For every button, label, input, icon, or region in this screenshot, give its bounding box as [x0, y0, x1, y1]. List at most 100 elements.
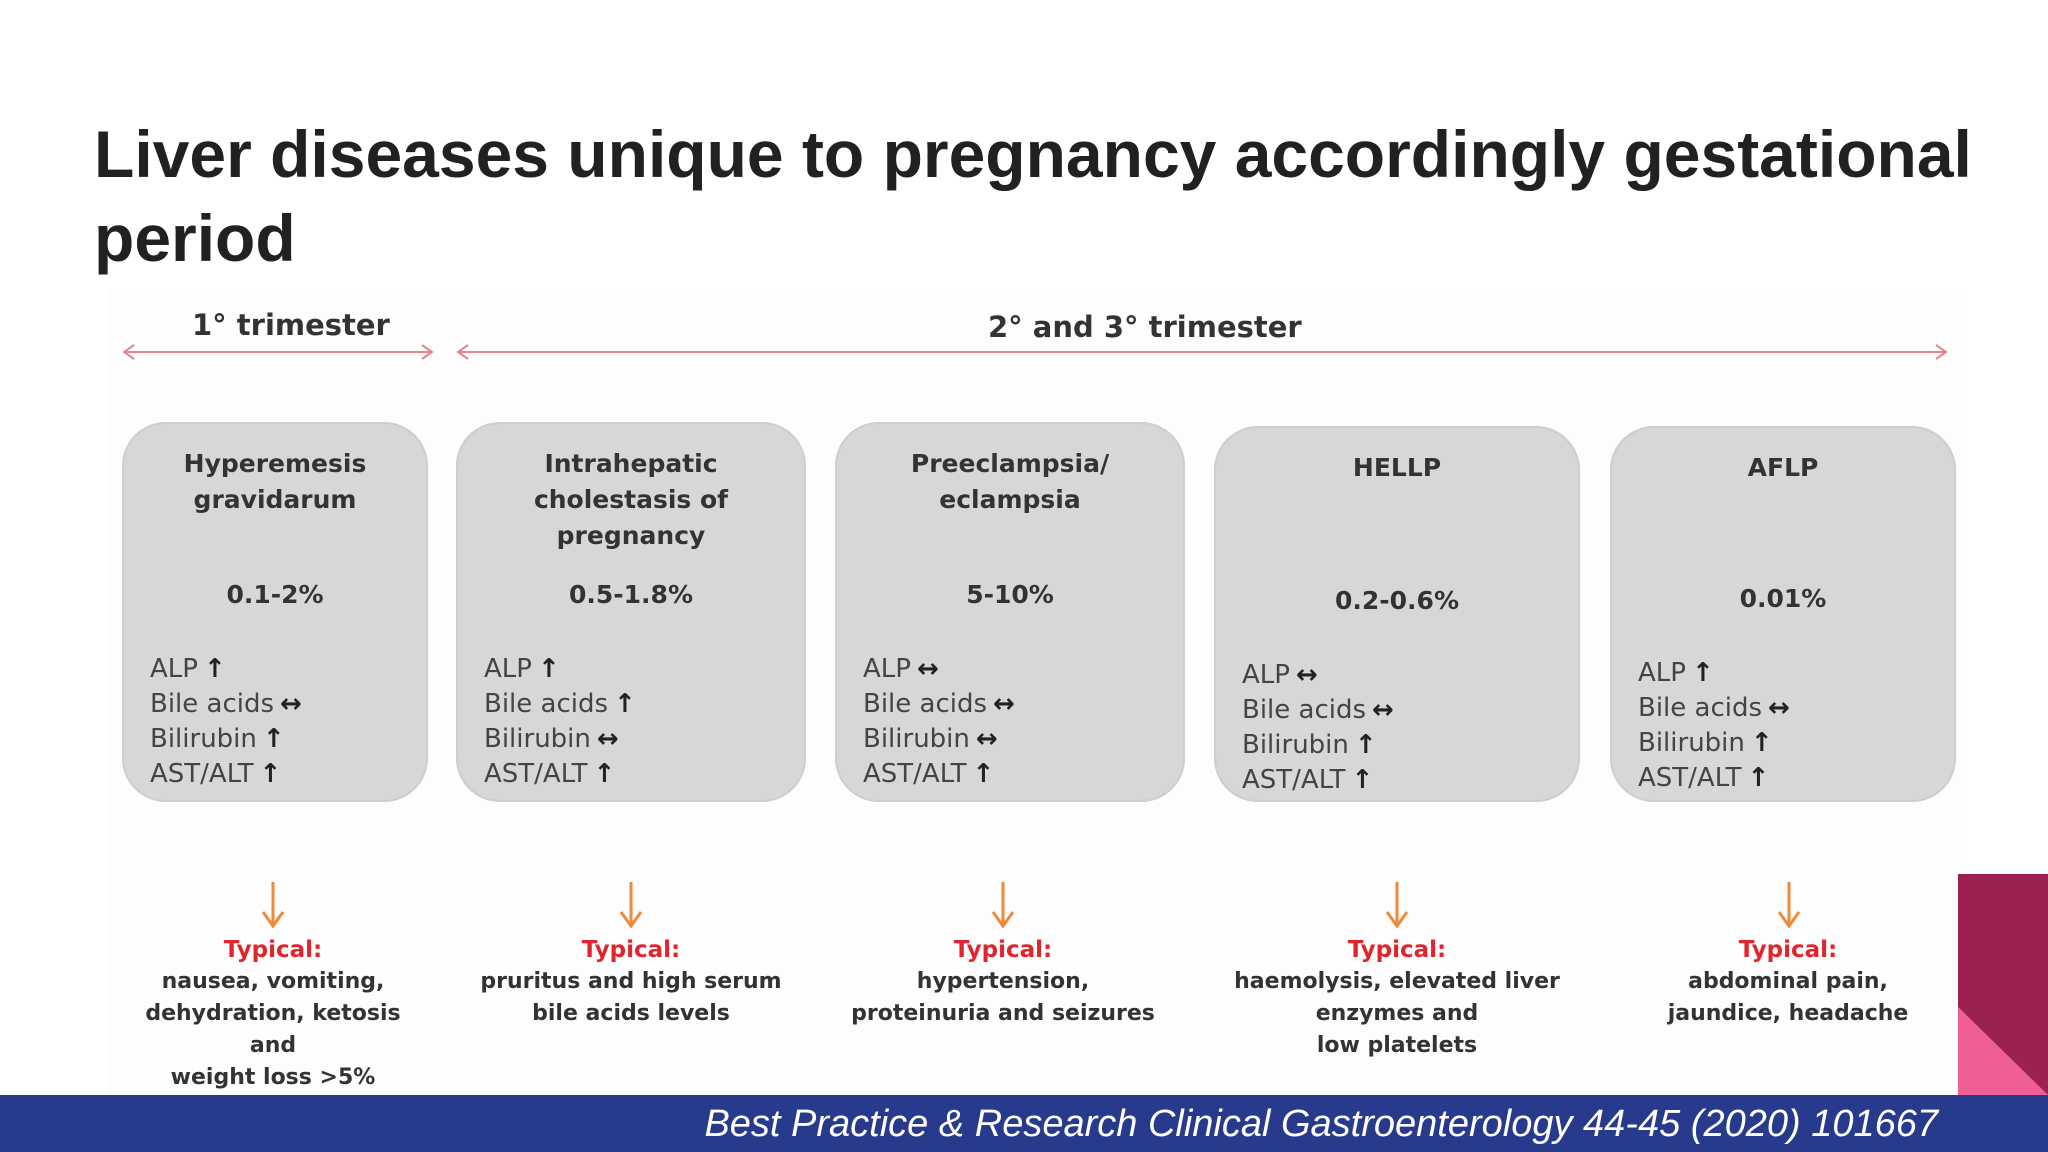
down-arrow-icon [1385, 882, 1409, 929]
card-name: AFLP [1747, 453, 1819, 482]
lab-arrow-icon: ↔ [993, 689, 1015, 719]
card-percent: 0.5-1.8% [569, 580, 693, 609]
lab-label: Bilirubin [484, 724, 591, 754]
lab-row: ALP ↑ [1638, 656, 1790, 691]
typical-text: pruritus and high serum bile acids level… [480, 969, 782, 1026]
second-third-trimester-arrow [456, 344, 1948, 360]
corner-decoration [1958, 874, 2048, 1095]
lab-label: ALP [484, 654, 532, 684]
lab-arrow-icon: ↑ [259, 759, 282, 789]
card-hellp: HELLP 0.2-0.6% ALP ↔ Bile acids ↔ Bilirubi… [1214, 426, 1580, 802]
lab-row: Bilirubin ↔ [484, 722, 636, 757]
typical-text: haemolysis, elevated liver enzymes and l… [1234, 969, 1560, 1058]
down-arrow-icon [619, 882, 643, 929]
lab-label: Bile acids [1242, 695, 1367, 725]
lab-row: ALP ↔ [1242, 658, 1394, 693]
lab-label: Bilirubin [863, 724, 970, 754]
lab-arrow-icon: ↑ [593, 759, 616, 789]
typical-label: Typical: [1347, 937, 1447, 963]
lab-arrow-icon: ↑ [1351, 765, 1374, 795]
card-labs: ALP ↔ Bile acids ↔ Bilirubin ↑ AST/ALT ↑ [1242, 658, 1394, 798]
lab-row: AST/ALT ↑ [863, 757, 1015, 792]
typical-text: abdominal pain, jaundice, headache [1667, 969, 1909, 1026]
lab-arrow-icon: ↔ [1768, 693, 1790, 723]
lab-label: Bile acids [484, 689, 609, 719]
lab-arrow-icon: ↑ [262, 724, 285, 754]
lab-label: ALP [1638, 658, 1686, 688]
lab-label: AST/ALT [484, 759, 588, 789]
slide-title: Liver diseases unique to pregnancy accor… [94, 117, 1972, 275]
lab-label: Bile acids [863, 689, 988, 719]
typical-preeclampsia: Typical: hypertension, proteinuria and s… [838, 934, 1168, 1030]
diagram-figure: 1° trimester 2° and 3° trimester Hyperem… [108, 290, 1968, 1095]
typical-hyperemesis: Typical: nausea, vomiting, dehydration, … [128, 934, 418, 1094]
card-labs: ALP ↑ Bile acids ↔ Bilirubin ↑ AST/ALT ↑ [1638, 656, 1790, 796]
card-percent: 5-10% [966, 580, 1054, 609]
lab-label: Bile acids [1638, 693, 1763, 723]
card-name: Preeclampsia/ eclampsia [910, 449, 1110, 514]
lab-label: ALP [1242, 660, 1290, 690]
card-name: HELLP [1352, 453, 1442, 482]
card-intrahepatic-cholestasis: Intrahepatic cholestasis of pregnancy 0.… [456, 422, 806, 802]
second-third-trimester-label: 2° and 3° trimester [988, 310, 1302, 344]
lab-arrow-icon: ↔ [1372, 695, 1394, 725]
typical-hellp: Typical: haemolysis, elevated liver enzy… [1222, 934, 1572, 1062]
typical-text: nausea, vomiting, dehydration, ketosis a… [145, 969, 401, 1090]
card-name: Intrahepatic cholestasis of pregnancy [533, 449, 729, 550]
typical-label: Typical: [953, 937, 1053, 963]
lab-label: Bilirubin [1242, 730, 1349, 760]
lab-arrow-icon: ↔ [1295, 660, 1318, 690]
lab-label: ALP [863, 654, 911, 684]
lab-row: ALP ↔ [863, 652, 1015, 687]
lab-row: Bilirubin ↑ [1242, 728, 1394, 763]
lab-label: AST/ALT [150, 759, 254, 789]
lab-row: Bile acids ↑ [484, 687, 636, 722]
lab-label: AST/ALT [1638, 763, 1742, 793]
down-arrow-icon [261, 882, 285, 929]
first-trimester-label: 1° trimester [192, 308, 390, 342]
typical-cholestasis: Typical: pruritus and high serum bile ac… [466, 934, 796, 1030]
typical-text: hypertension, proteinuria and seizures [851, 969, 1155, 1026]
lab-row: AST/ALT ↑ [150, 757, 302, 792]
down-arrow-icon [991, 882, 1015, 929]
lab-arrow-icon: ↑ [972, 759, 995, 789]
typical-label: Typical: [1738, 937, 1838, 963]
lab-arrow-icon: ↑ [614, 689, 636, 719]
first-trimester-arrow [122, 344, 434, 360]
lab-row: Bile acids ↔ [1242, 693, 1394, 728]
down-arrow-icon [1777, 882, 1801, 929]
lab-label: Bile acids [150, 689, 275, 719]
lab-arrow-icon: ↔ [975, 724, 998, 754]
lab-row: Bile acids ↔ [863, 687, 1015, 722]
typical-label: Typical: [581, 937, 681, 963]
lab-row: Bile acids ↔ [150, 687, 302, 722]
card-labs: ALP ↑ Bile acids ↑ Bilirubin ↔ AST/ALT ↑ [484, 652, 636, 792]
card-percent: 0.01% [1739, 584, 1827, 613]
card-hyperemesis-gravidarum: Hyperemesis gravidarum 0.1-2% ALP ↑ Bile … [122, 422, 428, 802]
lab-arrow-icon: ↑ [1750, 728, 1773, 758]
lab-label: AST/ALT [1242, 765, 1346, 795]
lab-arrow-icon: ↑ [537, 654, 560, 684]
card-labs: ALP ↑ Bile acids ↔ Bilirubin ↑ AST/ALT ↑ [150, 652, 302, 792]
card-percent: 0.1-2% [226, 580, 324, 609]
card-name: Hyperemesis gravidarum [183, 449, 367, 514]
lab-arrow-icon: ↔ [916, 654, 939, 684]
lab-arrow-icon: ↑ [1691, 658, 1714, 688]
lab-row: Bile acids ↔ [1638, 691, 1790, 726]
typical-label: Typical: [223, 937, 323, 963]
typical-aflp: Typical: abdominal pain, jaundice, heada… [1628, 934, 1948, 1030]
lab-row: AST/ALT ↑ [484, 757, 636, 792]
lab-arrow-icon: ↑ [203, 654, 226, 684]
lab-arrow-icon: ↔ [280, 689, 302, 719]
lab-row: AST/ALT ↑ [1638, 761, 1790, 796]
lab-row: ALP ↑ [150, 652, 302, 687]
lab-label: Bilirubin [150, 724, 257, 754]
card-aflp: AFLP 0.01% ALP ↑ Bile acids ↔ Bilirubin ↑ A… [1610, 426, 1956, 802]
card-preeclampsia-eclampsia: Preeclampsia/ eclampsia 5-10% ALP ↔ Bile … [835, 422, 1185, 802]
lab-label: ALP [150, 654, 198, 684]
lab-arrow-icon: ↑ [1354, 730, 1377, 760]
card-labs: ALP ↔ Bile acids ↔ Bilirubin ↔ AST/ALT ↑ [863, 652, 1015, 792]
lab-label: AST/ALT [863, 759, 967, 789]
footer-citation: Best Practice & Research Clinical Gastro… [704, 1103, 1938, 1145]
footer-bar: Best Practice & Research Clinical Gastro… [0, 1095, 2048, 1152]
